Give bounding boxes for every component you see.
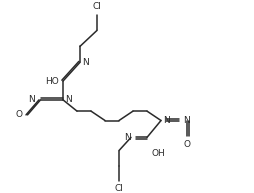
Text: N: N (65, 95, 72, 104)
Text: N: N (183, 116, 190, 125)
Text: N: N (28, 95, 35, 104)
Text: O: O (183, 140, 190, 149)
Text: HO: HO (45, 77, 59, 85)
Text: N: N (82, 58, 89, 67)
Text: N: N (124, 133, 131, 142)
Text: O: O (15, 110, 22, 119)
Text: Cl: Cl (115, 184, 123, 193)
Text: N: N (163, 116, 170, 125)
Text: OH: OH (151, 149, 165, 158)
Text: Cl: Cl (92, 2, 101, 11)
